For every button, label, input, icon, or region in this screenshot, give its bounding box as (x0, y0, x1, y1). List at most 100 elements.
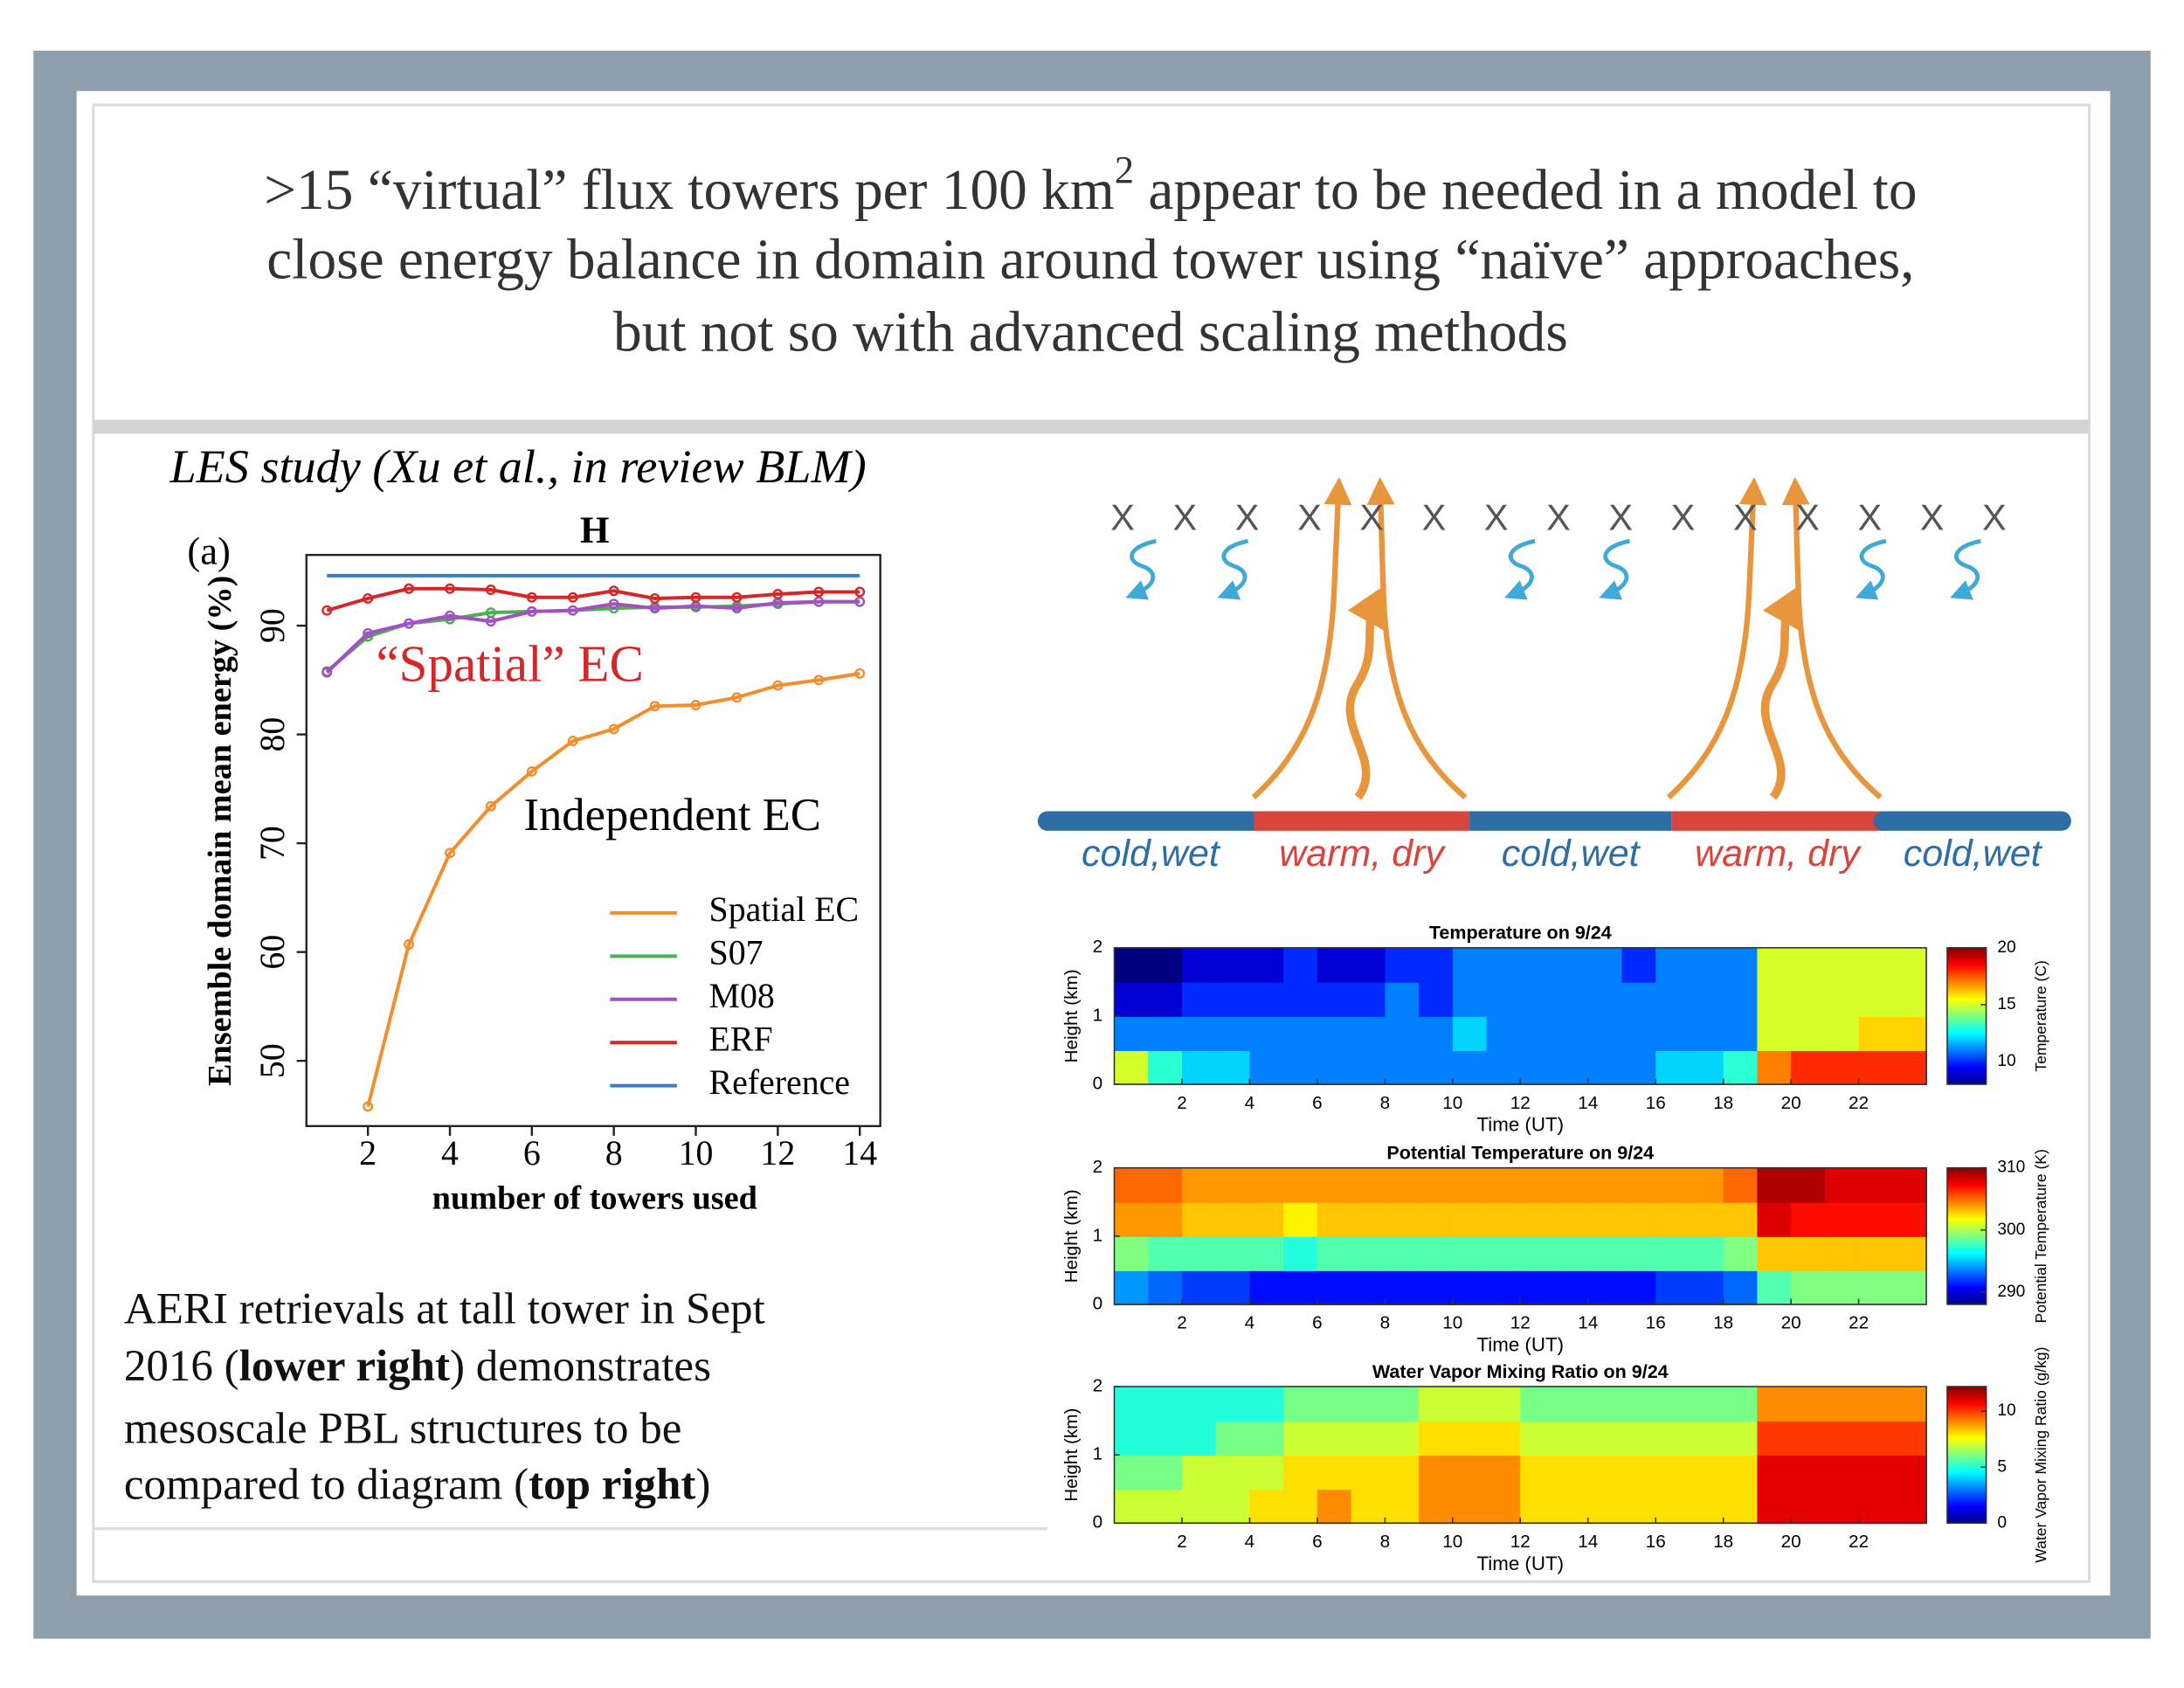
heatmap-cell (1858, 1421, 1894, 1456)
x-axis-label: number of towers used (432, 1180, 757, 1217)
heatmap-cell (1215, 1167, 1251, 1203)
body-segment: top right (529, 1460, 695, 1509)
x-tick-label: 10 (679, 1133, 714, 1173)
heatmap-cell (1892, 947, 1927, 983)
heatmap-cell (1249, 1489, 1285, 1525)
heatmap-cell (1249, 947, 1285, 983)
heatmap-cell (1351, 1269, 1386, 1305)
heatmap-cell (1520, 1387, 1555, 1422)
colorbar-tick-label: 15 (1997, 995, 2015, 1013)
heatmap-cell (1791, 1269, 1826, 1305)
heatmap-cell (1723, 1015, 1759, 1051)
y-tick-label: 70 (252, 826, 292, 861)
series-point (731, 603, 743, 614)
heatmap-cell (1385, 1201, 1420, 1237)
tower-marker: X (1484, 496, 1509, 537)
series-point (526, 605, 537, 617)
series-point (404, 583, 415, 594)
heatmap-cell (1892, 1421, 1927, 1456)
heatmap-cell (1215, 1049, 1251, 1085)
y-tick-label: 1 (1093, 1444, 1103, 1464)
heatmap-cell (1757, 1489, 1793, 1525)
heatmap-cell (1621, 1387, 1657, 1422)
heatmap-cell (1587, 1387, 1623, 1422)
series-point (608, 723, 619, 735)
heatmap-cell (1689, 1269, 1724, 1305)
heatmap-cell (1181, 1015, 1217, 1051)
heatmap-cell (1689, 1015, 1724, 1051)
heatmap-cell (1419, 1455, 1454, 1491)
x-tick-label: 18 (1713, 1532, 1733, 1552)
heatmap-cell (1351, 1455, 1386, 1491)
heatmap-cell (1723, 1049, 1759, 1085)
heatmap-cell (1655, 1421, 1690, 1456)
heatmap-cell (1621, 1049, 1657, 1085)
x-tick-label: 22 (1849, 1532, 1869, 1552)
colorbar-tick-label: 10 (1997, 1401, 2015, 1420)
heatmap-cell (1385, 1049, 1420, 1085)
heatmap-cell (1452, 1167, 1488, 1203)
heatmap-cell (1723, 947, 1759, 983)
heatmap-cell (1283, 1235, 1318, 1271)
heatmap-cell (1520, 1489, 1555, 1525)
heatmap-cell (1554, 1455, 1589, 1491)
heatmap-cell (1689, 1455, 1724, 1491)
heatmap-cell (1655, 981, 1690, 1017)
body-segment: lower right (239, 1342, 450, 1391)
heatmap-cell (1181, 1167, 1217, 1203)
heatmap-cell (1757, 1049, 1793, 1085)
heatmap-cell (1621, 1167, 1657, 1203)
annotation: Independent EC (523, 790, 820, 841)
heatmap-cell (1723, 1387, 1759, 1422)
heatmap-cell (1486, 981, 1522, 1017)
heatmap-cell (1858, 1455, 1894, 1491)
heatmap-cell (1892, 1167, 1927, 1203)
x-tick-label: 12 (1510, 1313, 1531, 1333)
heatmap-cell (1385, 1235, 1420, 1271)
heatmap-cell (1621, 1269, 1657, 1305)
heatmap-cell (1723, 981, 1759, 1017)
heatmap-cell (1114, 1167, 1150, 1203)
heatmap-cell (1215, 1421, 1251, 1456)
zone-label: cold,wet (1502, 833, 1641, 875)
heatmap-cell (1148, 1167, 1183, 1203)
series-point (731, 591, 743, 603)
heatmap-cell (1317, 1269, 1352, 1305)
heatmap-cell (1554, 1235, 1589, 1271)
heatmap-cell (1621, 1201, 1657, 1237)
heatmap-cell (1419, 947, 1454, 983)
y-tick-label: 1 (1093, 1005, 1103, 1025)
x-tick-label: 16 (1646, 1313, 1666, 1333)
heatmap-cell (1587, 1269, 1623, 1305)
heatmap-cell (1520, 1235, 1555, 1271)
heatmap-cell (1419, 1049, 1454, 1085)
heatmap-cell (1858, 981, 1894, 1017)
tower-marker: X (1297, 496, 1322, 537)
series-point (608, 585, 619, 597)
y-axis-label: Ensemble domain mean energy (%) (202, 576, 238, 1086)
x-tick-label: 8 (1380, 1093, 1391, 1113)
tower-marker: X (1173, 496, 1198, 537)
colorbar-label: Potential Temperature (K) (2032, 1149, 2049, 1323)
legend-label: ERF (709, 1019, 773, 1058)
heatmap-cell (1317, 1387, 1352, 1422)
heatmap-cell (1621, 981, 1657, 1017)
x-tick-label: 2 (359, 1133, 377, 1173)
colorbar (1946, 946, 1987, 1085)
series-line (325, 599, 860, 675)
heatmap-cell (1148, 1455, 1183, 1491)
series-point (321, 667, 333, 678)
heatmap-cell (1181, 1421, 1217, 1456)
x-tick-label: 8 (1380, 1532, 1391, 1552)
colorbar (1946, 1386, 1987, 1525)
title-band (93, 419, 2090, 434)
heatmap-cell (1892, 1049, 1927, 1085)
heatmap-cell (1520, 947, 1555, 983)
heatmap-cell (1520, 1455, 1555, 1491)
colorbar-tick-label: 310 (1997, 1159, 2025, 1177)
heatmap-cell (1486, 947, 1522, 983)
heatmap-cell (1723, 1421, 1759, 1456)
heatmap-cell (1249, 1455, 1285, 1491)
